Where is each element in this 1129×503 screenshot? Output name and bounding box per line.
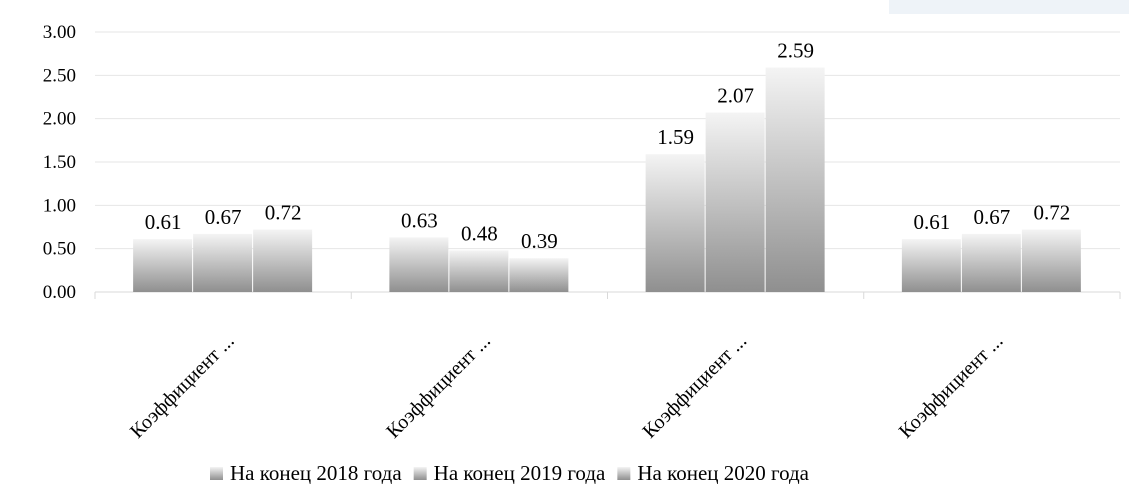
bar: [133, 239, 193, 292]
category-label: Коэффициент ...: [895, 330, 1008, 443]
data-label: 0.72: [1034, 201, 1071, 225]
bar: [1021, 229, 1081, 292]
y-tick-label: 1.50: [43, 152, 76, 173]
y-tick-label: 3.00: [43, 22, 76, 43]
bar: [645, 154, 705, 292]
data-label: 0.67: [205, 205, 242, 229]
legend-swatch: [210, 467, 223, 480]
background-tint: [889, 0, 1129, 14]
bar: [389, 237, 449, 292]
category-label: Коэффициент ...: [126, 330, 239, 443]
legend-swatch: [617, 467, 631, 480]
category-label: Коэффициент ...: [639, 330, 752, 443]
y-tick-label: 0.50: [43, 239, 76, 260]
category-label: Коэффициент ...: [382, 330, 495, 443]
data-labels: 0.61 0.67 0.72 0.63 0.48 0.39 1.59 2.07 2.59 0.61…: [145, 39, 1071, 254]
legend-label: На конец 2018 года: [230, 461, 402, 485]
data-label: 2.59: [777, 39, 814, 63]
data-label: 0.48: [461, 221, 498, 245]
data-label: 0.39: [521, 229, 558, 253]
bars: [133, 67, 1081, 293]
data-label: 2.07: [717, 84, 754, 108]
data-label: 1.59: [657, 125, 694, 149]
data-label: 0.61: [145, 210, 182, 234]
bar: [449, 250, 509, 292]
y-tick-label: 1.00: [43, 195, 76, 216]
data-label: 0.61: [914, 210, 951, 234]
y-tick-label: 0.00: [43, 282, 76, 303]
legend-label: На конец 2020 года: [637, 461, 809, 485]
legend: На конец 2018 года На конец 2019 года На к…: [210, 461, 810, 485]
bar: [193, 233, 253, 292]
bar: [961, 233, 1021, 292]
y-tick-label: 2.00: [43, 109, 76, 130]
bar: [509, 258, 569, 292]
bar: [253, 229, 313, 292]
data-label: 0.63: [401, 208, 438, 232]
x-axis-categories: Коэффициент ... Коэффициент ... Коэффициен…: [126, 330, 1007, 443]
bar: [705, 112, 765, 292]
legend-label: На конец 2019 года: [434, 461, 606, 485]
bar: [765, 67, 825, 293]
legend-swatch: [413, 467, 427, 480]
y-tick-label: 2.50: [43, 65, 76, 86]
y-axis-ticks: 0.00 0.50 1.00 1.50 2.00 2.50 3.00: [43, 22, 76, 303]
data-label: 0.67: [974, 205, 1011, 229]
bar: [901, 239, 961, 292]
data-label: 0.72: [265, 201, 302, 225]
